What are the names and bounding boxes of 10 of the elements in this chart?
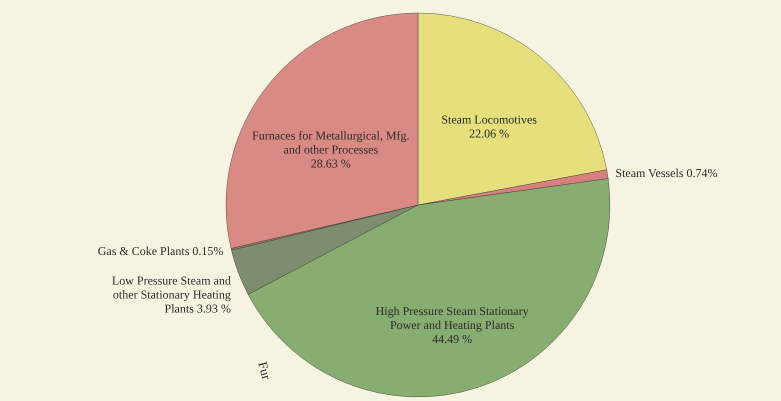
slice-label: Furnaces for Metallurgical, Mfg. and other Processes bbox=[252, 128, 410, 157]
slice-label: Gas & Coke Plants 0.15% bbox=[98, 244, 224, 258]
data-label: 44.49 % bbox=[432, 332, 472, 346]
slice-label: Low Pressure Steam and other Stationary Heating Plants 3.93 % bbox=[112, 274, 231, 316]
slice-label: High Pressure Steam Stationary Power and Heating Plants bbox=[376, 304, 529, 332]
slice-label: Steam Locomotives bbox=[441, 112, 538, 126]
text: Fur bbox=[255, 360, 275, 382]
data-label: 22.06 % bbox=[469, 126, 510, 140]
data-label: 28.63 % bbox=[310, 156, 351, 171]
slice-label: Steam Vessels 0.74% bbox=[615, 166, 718, 180]
